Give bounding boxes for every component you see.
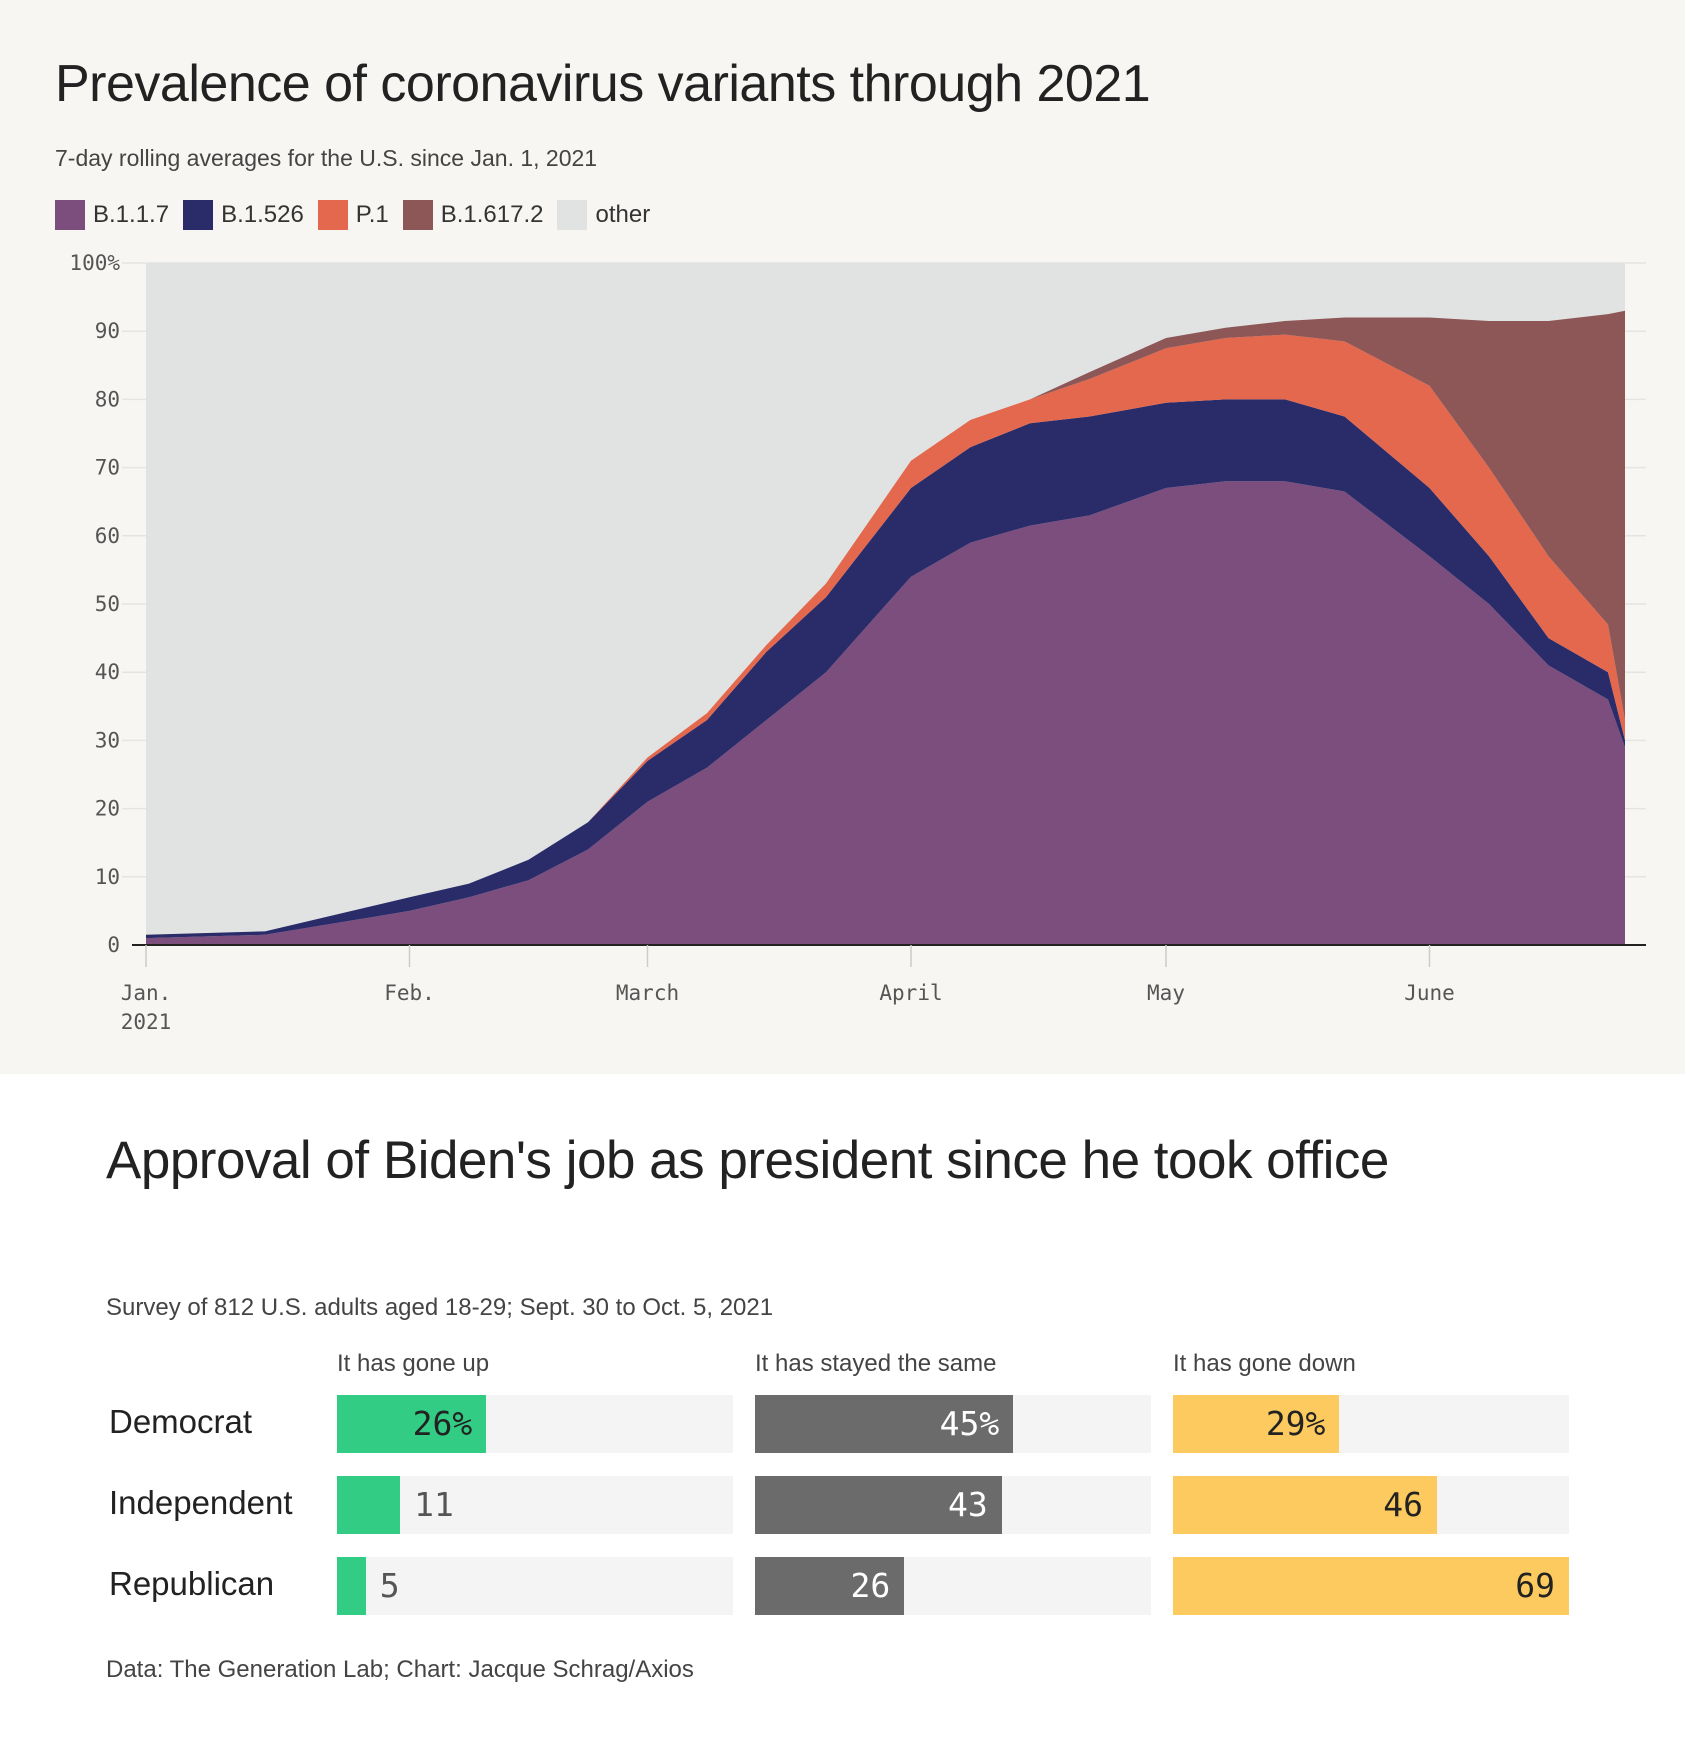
x-tick-label: May <box>1147 981 1185 1005</box>
y-tick-label: 10 <box>95 865 120 889</box>
legend-label: B.1.617.2 <box>440 201 544 228</box>
x-tick-label: March <box>616 981 679 1005</box>
legend-swatch <box>55 200 85 230</box>
bar <box>755 1395 1014 1453</box>
bar-track: 43 <box>755 1476 1151 1534</box>
legend-label: B.1.526 <box>221 201 304 228</box>
chart-title: Prevalence of coronavirus variants throu… <box>55 55 1151 113</box>
bar-value-label: 11 <box>414 1485 454 1524</box>
chart-subtitle: 7-day rolling averages for the U.S. sinc… <box>55 145 598 171</box>
legend-item: other <box>557 200 650 230</box>
bar <box>1173 1476 1437 1534</box>
row-label: Republican <box>109 1565 275 1602</box>
x-tick-sublabel: 2021 <box>121 1010 172 1034</box>
bar <box>1173 1395 1340 1453</box>
bar-value-label: 26 <box>850 1566 891 1605</box>
legend-swatch <box>402 200 433 230</box>
column-header: It has stayed the same <box>755 1350 997 1377</box>
bar <box>337 1395 487 1453</box>
bar-value-label: 5 <box>379 1566 400 1605</box>
bar <box>1173 1557 1569 1615</box>
x-tick-label: Feb. <box>384 981 435 1005</box>
bar-value-label: 43 <box>948 1485 988 1524</box>
y-tick-label: 60 <box>95 524 120 548</box>
y-tick-label: 50 <box>95 592 120 616</box>
bar-track: 26 <box>755 1557 1151 1615</box>
bar <box>337 1476 401 1534</box>
y-tick-label: 0 <box>107 933 120 957</box>
bar-value-label: 69 <box>1515 1566 1555 1605</box>
row-label: Democrat <box>109 1403 253 1440</box>
bar <box>755 1557 905 1615</box>
bar-chart-subtitle: Survey of 812 U.S. adults aged 18-29; Se… <box>106 1294 774 1321</box>
variants-chart-panel: Prevalence of coronavirus variants throu… <box>0 0 1685 1074</box>
bar <box>337 1557 366 1615</box>
y-tick-label: 20 <box>95 797 120 821</box>
bar-track: 69 <box>1173 1557 1569 1615</box>
column-header: It has gone down <box>1173 1350 1356 1377</box>
legend-item: P.1 <box>317 200 389 230</box>
bar-value-label: 45% <box>939 1404 1000 1443</box>
bar-track: 11 <box>337 1476 733 1534</box>
bar-value-label: 29% <box>1265 1404 1326 1443</box>
bar-track: 29% <box>1173 1395 1569 1453</box>
legend-item: B.1.526 <box>183 200 304 230</box>
bar-track: 26% <box>337 1395 733 1453</box>
legend-label: P.1 <box>355 201 389 228</box>
legend-swatch <box>183 200 214 230</box>
column-header: It has gone up <box>337 1350 490 1377</box>
legend: B.1.1.7 B.1.526 P.1 B.1.617.2 other <box>55 200 664 230</box>
x-tick-label: Jan. <box>121 981 172 1005</box>
y-tick-label: 40 <box>95 660 120 684</box>
bar-value-label: 26% <box>412 1404 473 1443</box>
bar-track: 5 <box>337 1557 733 1615</box>
bar-track: 45% <box>755 1395 1151 1453</box>
row-label: Independent <box>109 1484 293 1521</box>
source-note: Data: The Generation Lab; Chart: Jacque … <box>106 1656 694 1683</box>
y-tick-label: 80 <box>95 387 120 411</box>
legend-swatch <box>557 200 588 230</box>
x-tick-label: June <box>1404 981 1455 1005</box>
legend-item: B.1.617.2 <box>402 200 544 230</box>
bar-chart-title: Approval of Biden's job as president sin… <box>106 1131 1389 1190</box>
area-B-1-1-7 <box>146 481 1625 945</box>
legend-label: other <box>595 201 651 228</box>
y-tick-label: 100% <box>69 251 120 275</box>
y-tick-label: 30 <box>95 728 120 752</box>
area-chart: 0 10 20 30 40 50 60 70 80 90 100% Jan. 2021 Feb. March… <box>69 251 1646 1034</box>
bar <box>755 1476 1002 1534</box>
x-tick-label: April <box>879 981 942 1005</box>
legend-item: B.1.1.7 <box>55 200 169 230</box>
legend-label: B.1.1.7 <box>93 201 170 228</box>
y-tick-label: 70 <box>95 456 120 480</box>
area-B-1-617-2 <box>146 310 1625 935</box>
y-tick-label: 90 <box>95 319 120 343</box>
bar-track: 46 <box>1173 1476 1569 1534</box>
legend-swatch <box>317 200 348 230</box>
bar-value-label: 46 <box>1383 1485 1423 1524</box>
